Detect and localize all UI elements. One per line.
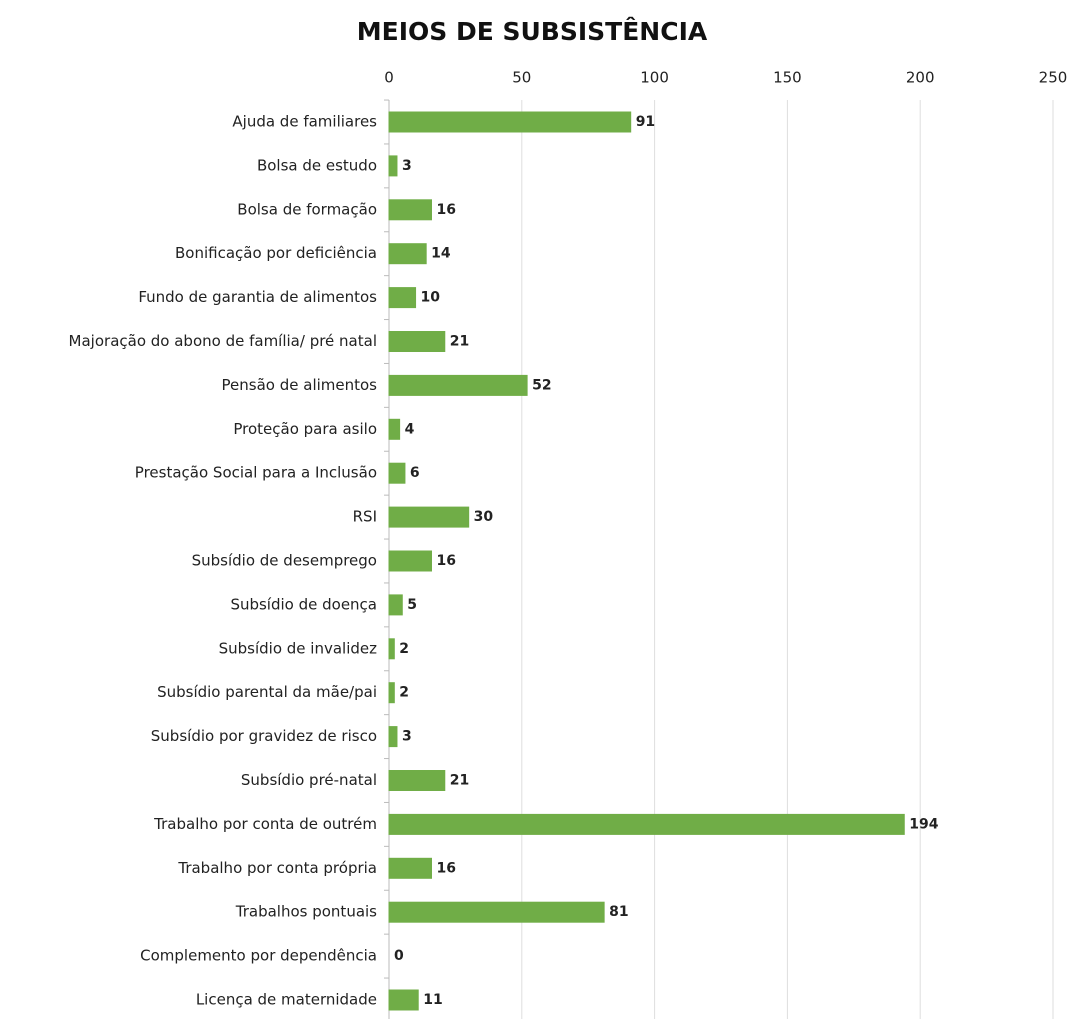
bar	[388, 770, 446, 791]
x-tick-label: 100	[640, 69, 669, 87]
bar	[388, 550, 432, 572]
y-tick-label: Bolsa de estudo	[257, 156, 377, 174]
y-tick-label: Trabalho por conta de outrém	[153, 815, 377, 833]
data-label: 52	[532, 377, 551, 393]
data-label: 91	[636, 114, 655, 130]
bar	[388, 594, 403, 616]
y-tick-label: Trabalho por conta própria	[177, 859, 377, 877]
data-label: 10	[421, 290, 441, 306]
y-tick-label: Subsídio de invalidez	[219, 639, 378, 657]
data-label: 14	[431, 246, 451, 262]
data-label: 11	[423, 992, 442, 1008]
bar	[388, 682, 395, 704]
chart-title: MEIOS DE SUBSISTÊNCIA	[357, 17, 708, 46]
data-label: 16	[436, 553, 455, 569]
bar	[388, 638, 395, 660]
bar	[388, 726, 398, 748]
x-tick-label: 150	[773, 69, 802, 87]
y-tick-label: Bonificação por deficiência	[175, 244, 377, 262]
x-tick-label: 0	[384, 69, 394, 87]
x-tick-label: 200	[906, 69, 935, 87]
y-tick-label: RSI	[353, 508, 377, 526]
y-tick-label: Trabalhos pontuais	[235, 903, 377, 921]
bar	[388, 901, 605, 923]
data-label: 16	[436, 202, 455, 218]
data-label: 16	[436, 860, 455, 876]
y-tick-label: Licença de maternidade	[196, 991, 377, 1009]
data-label: 5	[407, 597, 417, 613]
bar	[388, 813, 905, 835]
bar	[388, 462, 406, 484]
bar	[388, 287, 417, 309]
y-tick-label: Ajuda de familiares	[232, 113, 377, 131]
data-label: 3	[402, 729, 412, 745]
y-tick-label: Prestação Social para a Inclusão	[135, 464, 377, 482]
y-tick-label: Subsídio pré-natal	[241, 771, 377, 789]
y-tick-label: Subsídio por gravidez de risco	[151, 727, 377, 745]
y-tick-label: Subsídio de doença	[230, 595, 377, 613]
data-label: 2	[399, 685, 409, 701]
bar	[388, 374, 528, 396]
y-tick-label: Complemento por dependência	[140, 947, 377, 965]
bar	[388, 199, 432, 221]
bar	[388, 506, 470, 528]
y-tick-label: Subsídio parental da mãe/pai	[157, 683, 377, 701]
y-tick-label: Proteção para asilo	[233, 420, 377, 438]
data-label: 30	[474, 509, 494, 525]
bar	[388, 418, 401, 440]
x-tick-label: 50	[512, 69, 531, 87]
bar	[388, 111, 632, 133]
data-label: 81	[609, 904, 628, 920]
data-label: 4	[405, 421, 415, 437]
y-tick-label: Fundo de garantia de alimentos	[138, 288, 377, 306]
x-tick-label: 250	[1039, 69, 1068, 87]
y-tick-label: Subsídio de desemprego	[192, 552, 377, 570]
data-label: 194	[909, 816, 938, 832]
bar	[388, 989, 419, 1011]
bar	[388, 243, 427, 265]
y-tick-label: Pensão de alimentos	[222, 376, 378, 394]
data-label: 21	[450, 773, 469, 789]
bar	[388, 155, 398, 177]
data-label: 3	[402, 158, 412, 174]
data-label: 2	[399, 641, 409, 657]
data-label: 0	[394, 948, 404, 964]
bar	[388, 857, 432, 879]
y-tick-label: Majoração do abono de família/ pré natal	[69, 332, 377, 350]
data-label: 6	[410, 465, 420, 481]
bar	[388, 331, 446, 352]
data-label: 21	[450, 334, 469, 350]
y-tick-label: Bolsa de formação	[237, 200, 377, 218]
